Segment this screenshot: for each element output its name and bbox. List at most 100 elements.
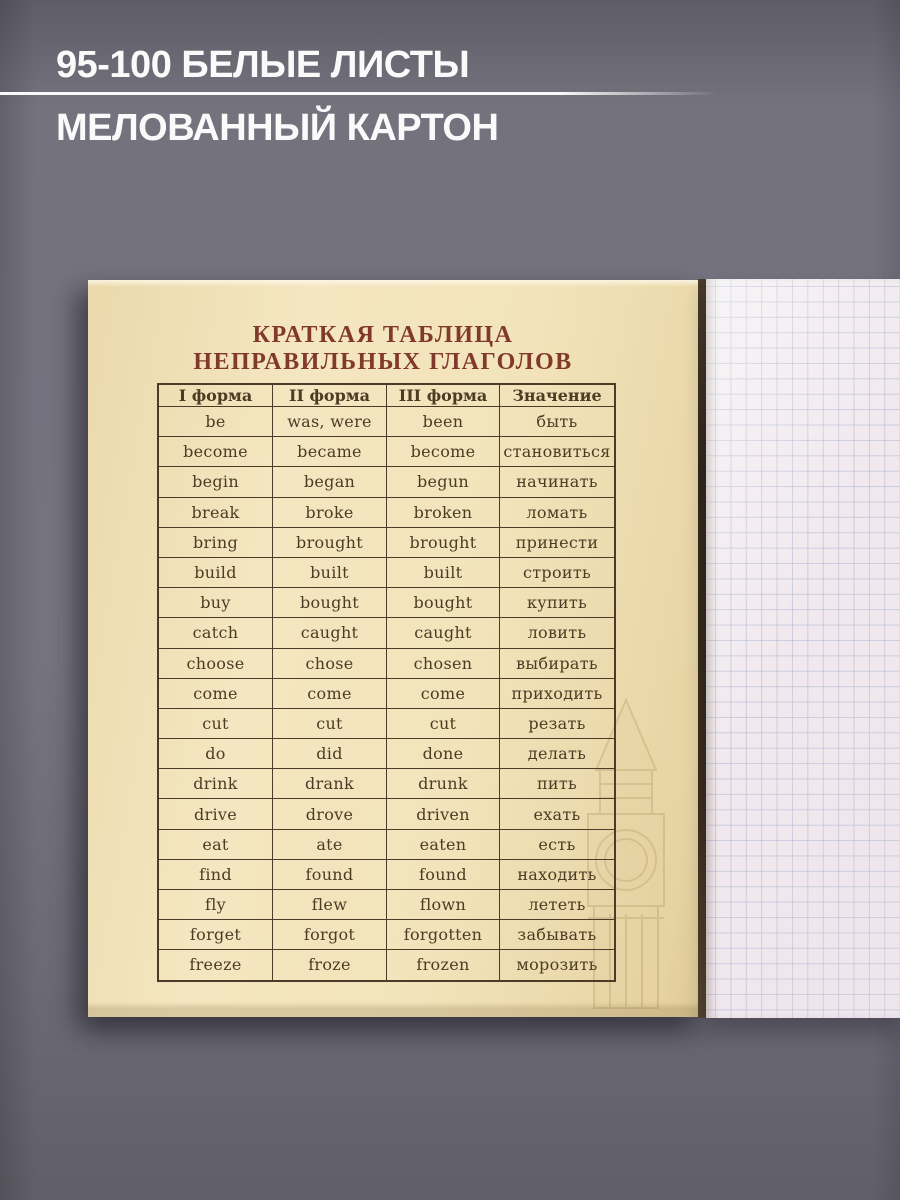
- verb-form-1-cell: buy: [157, 587, 273, 619]
- verb-row: freeze froze frozen морозить: [157, 949, 616, 982]
- verb-form-1-cell: begin: [157, 466, 273, 498]
- verb-form-3-cell: been: [386, 405, 500, 438]
- title-line-2: НЕПРАВИЛЬНЫХ ГЛАГОЛОВ: [193, 349, 573, 375]
- verb-meaning-cell: выбирать: [499, 647, 616, 679]
- verb-form-2-cell: come: [272, 677, 387, 709]
- banner-feature-cardboard: МЕЛОВАННЫЙ КАРТОН: [56, 107, 499, 149]
- verb-meaning-cell: быть: [499, 405, 616, 438]
- verb-form-2-cell: was, were: [272, 405, 387, 438]
- verb-form-3-cell: found: [386, 858, 500, 891]
- verb-row: catch caught caught ловить: [157, 617, 616, 649]
- verb-form-1-cell: do: [157, 738, 273, 770]
- verb-meaning-cell: ехать: [499, 798, 616, 830]
- banner-feature-sheets: 95-100 БЕЛЫЕ ЛИСТЫ: [56, 44, 470, 86]
- verb-form-1-cell: drink: [157, 768, 273, 800]
- verb-form-2-cell: drank: [272, 768, 387, 800]
- verb-form-3-cell: frozen: [386, 949, 500, 982]
- verb-form-1-cell: be: [157, 405, 273, 438]
- verb-row: forget forgot forgotten забывать: [157, 919, 616, 951]
- verb-meaning-cell: становиться: [499, 436, 616, 468]
- verb-meaning-cell: начинать: [499, 466, 616, 498]
- verb-form-2-cell: froze: [272, 949, 387, 982]
- verb-row: break broke broken ломать: [157, 496, 616, 528]
- verb-form-1-cell: bring: [157, 526, 273, 558]
- verb-row: buy bought bought купить: [157, 587, 616, 619]
- squared-inner-pages: [706, 279, 900, 1018]
- verb-form-2-cell: caught: [272, 617, 387, 649]
- verb-form-3-cell: driven: [386, 798, 500, 830]
- verb-form-1-cell: break: [157, 496, 273, 528]
- title-line-1: КРАТКАЯ ТАБЛИЦА: [252, 322, 514, 348]
- verb-row: drive drove driven ехать: [157, 798, 616, 830]
- verb-form-2-cell: forgot: [272, 919, 387, 951]
- banner-divider: [0, 92, 718, 95]
- verb-form-3-cell: broken: [386, 496, 500, 528]
- verb-form-3-cell: flown: [386, 888, 500, 921]
- verb-form-3-cell: cut: [386, 707, 500, 740]
- verb-form-1-cell: catch: [157, 617, 273, 649]
- verb-form-2-cell: brought: [272, 526, 387, 558]
- verb-form-1-cell: fly: [157, 888, 273, 921]
- irregular-verbs-table: I форма II форма III форма Значение be w…: [157, 383, 616, 982]
- verb-meaning-cell: лететь: [499, 888, 616, 921]
- verb-row: eat ate eaten есть: [157, 828, 616, 860]
- verb-form-3-cell: come: [386, 677, 500, 709]
- verb-form-1-cell: find: [157, 858, 273, 891]
- verb-form-3-cell: eaten: [386, 828, 500, 860]
- notebook-cover-page: КРАТКАЯ ТАБЛИЦА НЕПРАВИЛЬНЫХ ГЛАГОЛОВ I …: [88, 280, 700, 1017]
- col-header-form-1: I форма: [157, 383, 273, 407]
- verb-form-1-cell: eat: [157, 828, 273, 860]
- verb-form-1-cell: choose: [157, 647, 273, 679]
- verb-form-3-cell: begun: [386, 466, 500, 498]
- verb-form-3-cell: done: [386, 738, 500, 770]
- verb-form-2-cell: found: [272, 858, 387, 891]
- verb-form-2-cell: broke: [272, 496, 387, 528]
- verb-form-1-cell: come: [157, 677, 273, 709]
- verb-row: be was, were been быть: [157, 405, 616, 438]
- verb-form-2-cell: chose: [272, 647, 387, 679]
- verb-form-1-cell: forget: [157, 919, 273, 951]
- verb-meaning-cell: приходить: [499, 677, 616, 709]
- verb-form-2-cell: ate: [272, 828, 387, 860]
- verb-meaning-cell: забывать: [499, 919, 616, 951]
- verb-meaning-cell: находить: [499, 858, 616, 891]
- verb-form-3-cell: drunk: [386, 768, 500, 800]
- verb-meaning-cell: пить: [499, 768, 616, 800]
- verb-form-1-cell: build: [157, 556, 273, 589]
- verb-meaning-cell: резать: [499, 707, 616, 740]
- verb-row: bring brought brought принести: [157, 526, 616, 558]
- verb-meaning-cell: делать: [499, 738, 616, 770]
- verb-form-2-cell: drove: [272, 798, 387, 830]
- verb-form-3-cell: brought: [386, 526, 500, 558]
- verb-form-3-cell: bought: [386, 587, 500, 619]
- verb-row: cut cut cut резать: [157, 707, 616, 740]
- verb-form-3-cell: built: [386, 556, 500, 589]
- verb-form-3-cell: forgotten: [386, 919, 500, 951]
- verb-form-2-cell: did: [272, 738, 387, 770]
- verb-meaning-cell: ломать: [499, 496, 616, 528]
- verb-row: build built built строить: [157, 556, 616, 589]
- notebook-spine: [698, 279, 706, 1018]
- verb-meaning-cell: морозить: [499, 949, 616, 982]
- verbs-table-title: КРАТКАЯ ТАБЛИЦА НЕПРАВИЛЬНЫХ ГЛАГОЛОВ: [152, 322, 614, 376]
- verb-meaning-cell: купить: [499, 587, 616, 619]
- verbs-table-body: be was, were been быть become became bec…: [157, 405, 616, 982]
- verbs-table-header: I форма II форма III форма Значение: [157, 383, 616, 407]
- verb-row: choose chose chosen выбирать: [157, 647, 616, 679]
- verb-meaning-cell: принести: [499, 526, 616, 558]
- verb-meaning-cell: строить: [499, 556, 616, 589]
- verb-row: begin began begun начинать: [157, 466, 616, 498]
- verb-form-2-cell: built: [272, 556, 387, 589]
- verb-form-1-cell: drive: [157, 798, 273, 830]
- header-row: I форма II форма III форма Значение: [157, 383, 616, 407]
- verb-form-1-cell: cut: [157, 707, 273, 740]
- col-header-meaning: Значение: [499, 383, 616, 407]
- verb-form-3-cell: become: [386, 436, 500, 468]
- verb-form-2-cell: became: [272, 436, 387, 468]
- verb-meaning-cell: есть: [499, 828, 616, 860]
- verb-form-3-cell: caught: [386, 617, 500, 649]
- col-header-form-2: II форма: [272, 383, 387, 407]
- verb-form-3-cell: chosen: [386, 647, 500, 679]
- verb-meaning-cell: ловить: [499, 617, 616, 649]
